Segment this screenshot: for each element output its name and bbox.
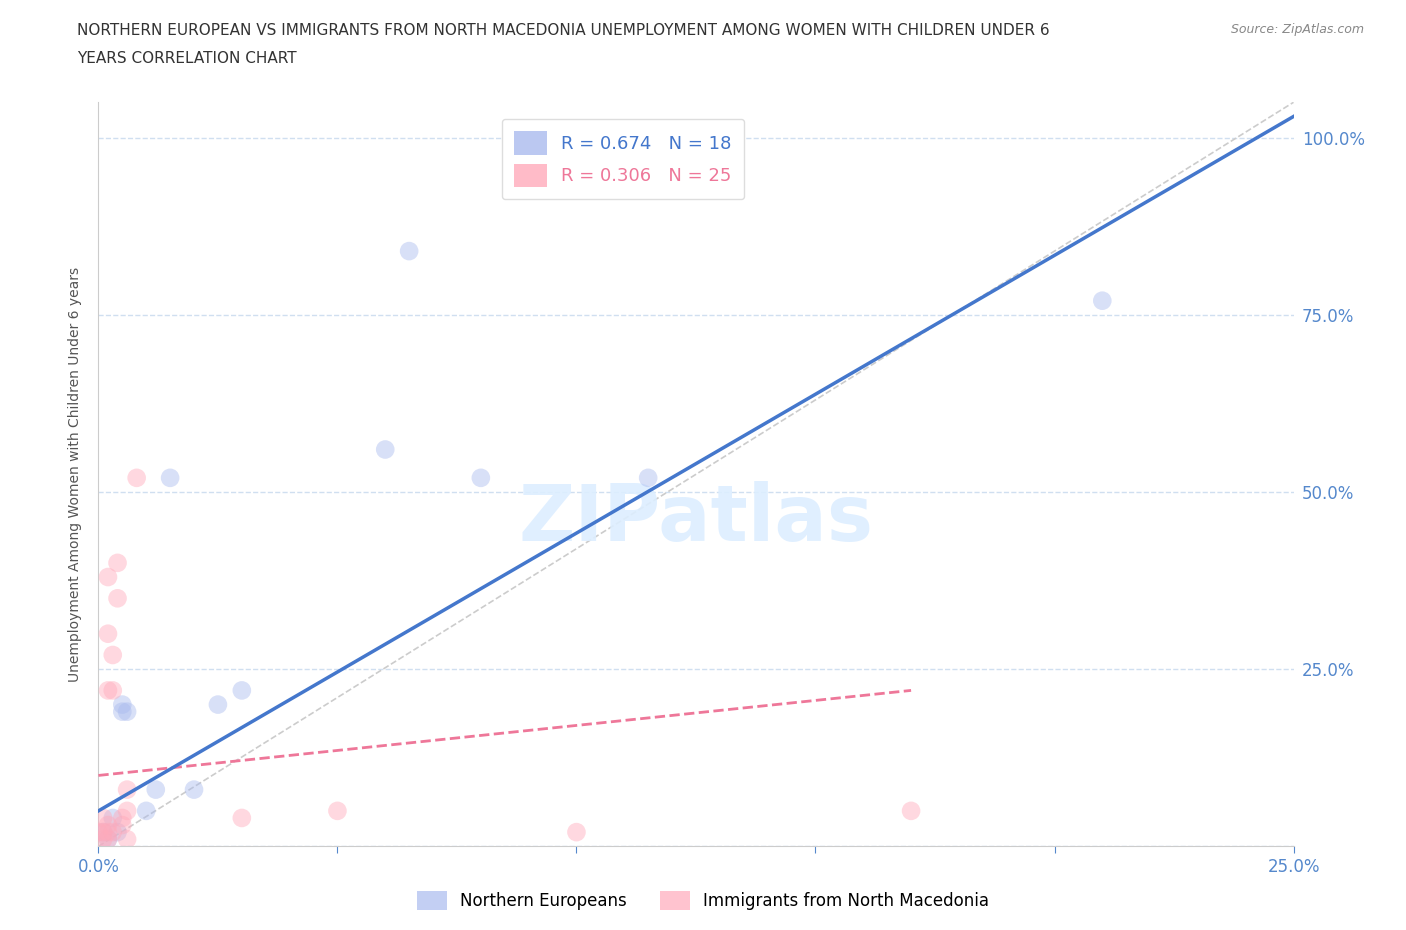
- Legend: Northern Europeans, Immigrants from North Macedonia: Northern Europeans, Immigrants from Nort…: [411, 884, 995, 917]
- Point: [111, 817, 134, 832]
- Point: [97, 817, 120, 832]
- Point: [115, 704, 138, 719]
- Point: [115, 831, 138, 846]
- Point: [101, 825, 124, 840]
- Point: [159, 471, 181, 485]
- Point: [91, 811, 114, 826]
- Point: [101, 647, 124, 662]
- Y-axis label: Unemployment Among Women with Children Under 6 years: Unemployment Among Women with Children U…: [69, 267, 83, 682]
- Point: [87, 825, 110, 840]
- Point: [97, 825, 120, 840]
- Point: [115, 782, 138, 797]
- Point: [398, 244, 420, 259]
- Point: [125, 471, 148, 485]
- Point: [101, 811, 124, 826]
- Point: [97, 831, 120, 846]
- Point: [145, 782, 167, 797]
- Point: [207, 698, 229, 712]
- Text: YEARS CORRELATION CHART: YEARS CORRELATION CHART: [77, 51, 297, 66]
- Point: [1091, 293, 1114, 308]
- Point: [107, 555, 129, 570]
- Point: [97, 626, 120, 641]
- Point: [101, 683, 124, 698]
- Legend: R = 0.674   N = 18, R = 0.306   N = 25: R = 0.674 N = 18, R = 0.306 N = 25: [502, 119, 744, 199]
- Point: [135, 804, 157, 818]
- Point: [183, 782, 205, 797]
- Point: [470, 471, 492, 485]
- Point: [326, 804, 349, 818]
- Point: [97, 683, 120, 698]
- Point: [111, 811, 134, 826]
- Point: [637, 471, 659, 485]
- Text: NORTHERN EUROPEAN VS IMMIGRANTS FROM NORTH MACEDONIA UNEMPLOYMENT AMONG WOMEN WI: NORTHERN EUROPEAN VS IMMIGRANTS FROM NOR…: [77, 23, 1050, 38]
- Point: [111, 704, 134, 719]
- Point: [91, 831, 114, 846]
- Point: [111, 698, 134, 712]
- Point: [565, 825, 588, 840]
- Point: [107, 825, 129, 840]
- Point: [97, 831, 120, 846]
- Point: [97, 569, 120, 584]
- Point: [374, 442, 396, 457]
- Point: [231, 811, 253, 826]
- Point: [91, 825, 114, 840]
- Point: [91, 825, 114, 840]
- Text: Source: ZipAtlas.com: Source: ZipAtlas.com: [1230, 23, 1364, 36]
- Point: [900, 804, 922, 818]
- Point: [107, 591, 129, 605]
- Text: ZIPatlas: ZIPatlas: [519, 481, 873, 557]
- Point: [231, 683, 253, 698]
- Point: [115, 804, 138, 818]
